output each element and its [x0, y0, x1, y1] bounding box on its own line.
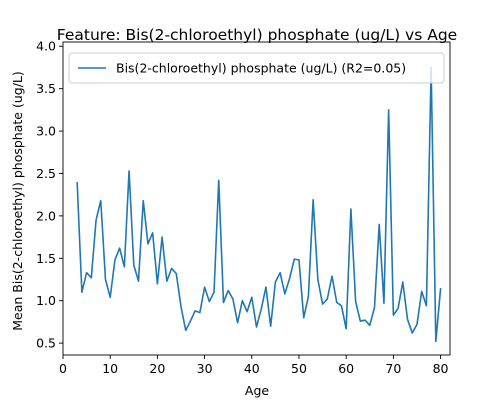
y-tick-label: 4.0	[36, 39, 56, 54]
y-tick-label: 2.0	[36, 208, 56, 223]
y-tick-label: 2.5	[36, 166, 56, 181]
y-tick-label: 3.0	[36, 124, 56, 139]
y-tick-label: 3.5	[36, 81, 56, 96]
legend-box	[68, 52, 445, 84]
x-tick-label: 30	[197, 361, 213, 376]
x-tick-label: 40	[244, 361, 260, 376]
y-tick-label: 0.5	[36, 336, 56, 351]
x-tick-label: 20	[149, 361, 165, 376]
x-tick-label: 10	[102, 361, 118, 376]
legend: Bis(2-chloroethyl) phosphate (ug/L) (R2=…	[68, 52, 445, 84]
y-tick-label: 1.5	[36, 251, 56, 266]
plot-frame	[62, 41, 451, 356]
x-tick-label: 80	[433, 361, 449, 376]
x-tick-label: 60	[338, 361, 354, 376]
series-line-0	[76, 66, 442, 343]
chart-title: Feature: Bis(2-chloroethyl) phosphate (u…	[57, 26, 457, 44]
legend-label: Bis(2-chloroethyl) phosphate (ug/L) (R2=…	[116, 61, 406, 76]
plot-area: 0 10 20 30 40 50 60 70 80 0.5 1.0 1.5 2.0 2.5 3.0 3.5 4.…	[36, 39, 451, 376]
x-axis-label: Age	[245, 383, 269, 398]
y-tick-label: 1.0	[36, 293, 56, 308]
x-tick-label: 70	[385, 361, 401, 376]
x-tick-label: 0	[59, 361, 67, 376]
x-tick-label: 50	[291, 361, 307, 376]
y-axis-label: Mean Bis(2-chloroethyl) phosphate (ug/L)	[10, 71, 25, 330]
